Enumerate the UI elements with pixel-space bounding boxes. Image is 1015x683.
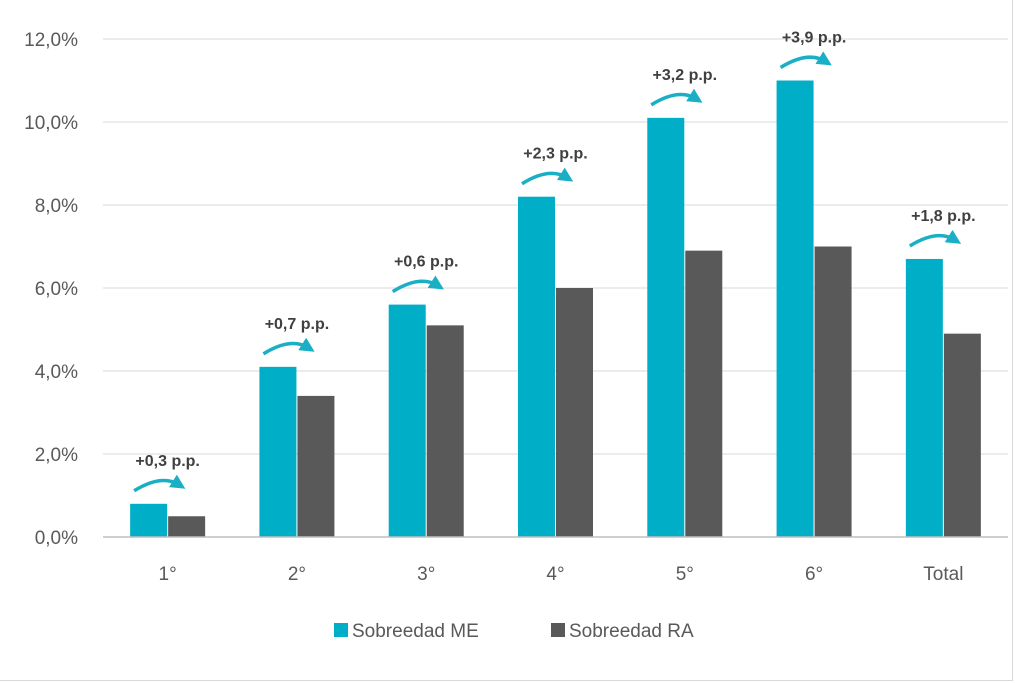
y-tick-label: 8,0% <box>35 196 78 217</box>
y-tick-label: 4,0% <box>35 362 78 383</box>
x-tick-label: 1° <box>159 564 177 585</box>
increase-arrow-icon <box>262 337 315 356</box>
bar-sobreedad-me <box>518 196 555 537</box>
y-tick-label: 10,0% <box>24 113 78 134</box>
y-tick-label: 6,0% <box>35 279 78 300</box>
bar-sobreedad-ra <box>943 333 981 537</box>
y-tick-label: 0,0% <box>35 528 78 549</box>
difference-label: +3,2 p.p. <box>653 67 717 84</box>
x-tick-label: 5° <box>676 564 694 585</box>
bar-sobreedad-ra <box>814 246 852 537</box>
increase-arrow-icon <box>779 51 832 69</box>
increase-arrow-icon <box>521 167 574 186</box>
bar-sobreedad-ra <box>685 250 723 537</box>
x-tick-label: 6° <box>805 564 823 585</box>
x-tick-label: 3° <box>417 564 435 585</box>
bar-sobreedad-me <box>776 80 814 537</box>
difference-label: +0,6 p.p. <box>394 254 458 271</box>
bar-sobreedad-ra <box>168 516 206 537</box>
bar-sobreedad-me <box>647 117 685 537</box>
y-axis: 0,0% 2,0% 4,0% 6,0% 8,0% 10,0% 12,0% <box>24 30 78 549</box>
legend-label: Sobreedad ME <box>352 621 479 642</box>
bar-sobreedad-me <box>259 366 297 537</box>
bar-sobreedad-me <box>388 304 426 537</box>
bar-sobreedad-me <box>905 258 943 537</box>
difference-label: +3,9 p.p. <box>782 30 846 47</box>
x-tick-label: 4° <box>546 564 564 585</box>
increase-arrow-icon <box>133 474 186 493</box>
bars <box>130 80 981 537</box>
x-axis: 1° 2° 3° 4° 5° 6° Total <box>103 536 1008 585</box>
increase-arrow-icon <box>391 275 444 294</box>
bar-sobreedad-ra <box>556 288 593 537</box>
increase-arrow-icon <box>908 229 962 248</box>
bar-sobreedad-ra <box>426 325 464 537</box>
x-tick-label: 2° <box>288 564 306 585</box>
legend-swatch <box>334 623 348 637</box>
difference-label: +1,8 p.p. <box>911 208 975 225</box>
y-tick-label: 12,0% <box>24 30 78 51</box>
y-tick-label: 2,0% <box>35 445 78 466</box>
difference-label: +0,3 p.p. <box>135 453 199 470</box>
bar-sobreedad-me <box>130 503 168 537</box>
difference-label: +2,3 p.p. <box>523 146 587 163</box>
legend: Sobreedad ME Sobreedad RA <box>334 621 694 642</box>
annotations: +0,3 p.p. +0,7 p.p. +0,6 p.p. +2,3 p.p. +3,2… <box>133 30 976 493</box>
legend-label: Sobreedad RA <box>569 621 694 642</box>
difference-label: +0,7 p.p. <box>265 316 329 333</box>
legend-swatch <box>551 623 565 637</box>
increase-arrow-icon <box>650 88 703 107</box>
gridlines <box>103 38 1008 455</box>
bar-sobreedad-ra <box>297 395 335 537</box>
x-tick-label: Total <box>923 564 963 585</box>
